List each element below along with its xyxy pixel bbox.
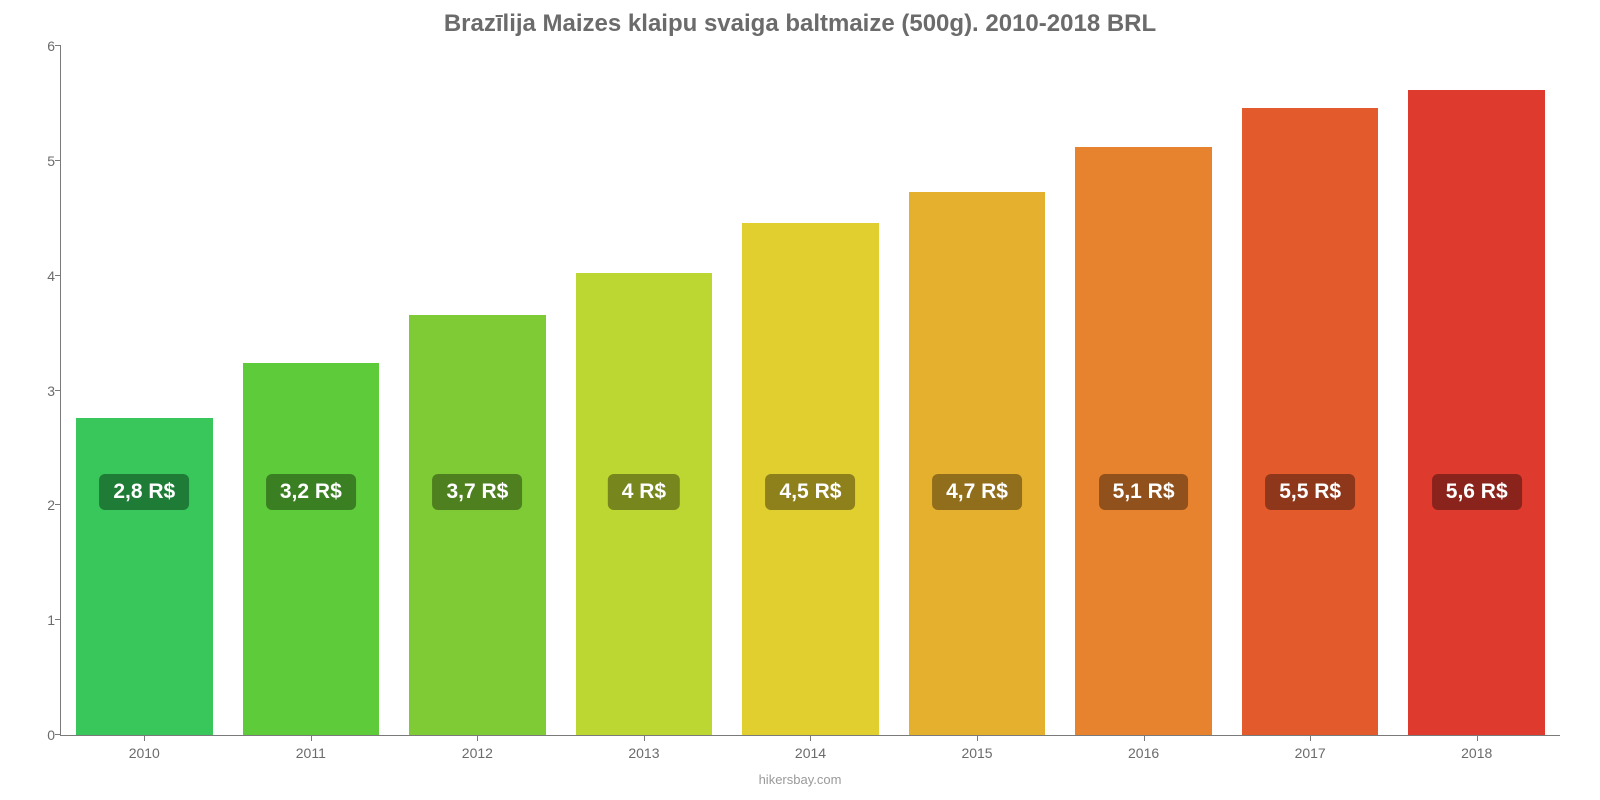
bar — [409, 315, 546, 735]
bar-slot: 5,1 R$2016 — [1060, 46, 1227, 735]
bar-slot: 5,5 R$2017 — [1227, 46, 1394, 735]
bars-group: 2,8 R$20103,2 R$20113,7 R$20124 R$20134,… — [61, 46, 1560, 735]
bar-slot: 3,7 R$2012 — [394, 46, 561, 735]
chart-title: Brazīlija Maizes klaipu svaiga baltmaize… — [30, 10, 1570, 38]
x-tick-label: 2017 — [1295, 745, 1326, 761]
bar-value-label: 3,2 R$ — [266, 474, 356, 510]
x-tick-label: 2011 — [296, 745, 326, 761]
bar-slot: 4,7 R$2015 — [894, 46, 1061, 735]
bar-value-label: 5,5 R$ — [1265, 474, 1355, 510]
y-tick-label: 2 — [31, 497, 55, 513]
x-tick-label: 2015 — [961, 745, 992, 761]
bar — [243, 363, 380, 735]
bar — [76, 418, 213, 735]
y-tick-label: 5 — [31, 153, 55, 169]
y-tick-label: 6 — [31, 38, 55, 54]
y-tick-label: 4 — [31, 268, 55, 284]
bar-slot: 2,8 R$2010 — [61, 46, 228, 735]
bar-slot: 4,5 R$2014 — [727, 46, 894, 735]
plot-area: 2,8 R$20103,2 R$20113,7 R$20124 R$20134,… — [60, 46, 1560, 736]
x-tick-label: 2010 — [129, 745, 160, 761]
bar — [1408, 90, 1545, 735]
bar — [1075, 147, 1212, 735]
attribution: hikersbay.com — [30, 772, 1570, 787]
bar-value-label: 3,7 R$ — [432, 474, 522, 510]
y-tick-label: 0 — [31, 727, 55, 743]
bar-slot: 3,2 R$2011 — [228, 46, 395, 735]
x-tick-label: 2012 — [462, 745, 493, 761]
bar-value-label: 2,8 R$ — [99, 474, 189, 510]
bar-slot: 5,6 R$2018 — [1393, 46, 1560, 735]
bar — [909, 192, 1046, 735]
bar-value-label: 5,6 R$ — [1432, 474, 1522, 510]
y-tick-label: 3 — [31, 383, 55, 399]
bar-slot: 4 R$2013 — [561, 46, 728, 735]
x-tick-label: 2013 — [628, 745, 659, 761]
x-tick-label: 2018 — [1461, 745, 1492, 761]
chart-container: Brazīlija Maizes klaipu svaiga baltmaize… — [0, 0, 1600, 800]
bar-value-label: 4 R$ — [608, 474, 680, 510]
y-tick-label: 1 — [31, 612, 55, 628]
bar-value-label: 4,7 R$ — [932, 474, 1022, 510]
bar-value-label: 4,5 R$ — [766, 474, 856, 510]
bar — [1242, 108, 1379, 735]
x-tick-label: 2016 — [1128, 745, 1159, 761]
bar-value-label: 5,1 R$ — [1099, 474, 1189, 510]
x-tick-label: 2014 — [795, 745, 826, 761]
